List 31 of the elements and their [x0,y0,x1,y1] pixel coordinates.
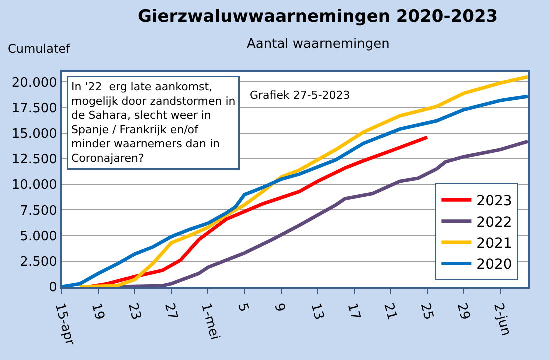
y-tick-label: 7.500 [20,204,58,219]
x-tick-label: 2-jun [490,302,514,338]
x-tick-label: 5 [234,302,252,314]
y-axis-title: Cumulatef [8,42,72,56]
legend-label: 2022 [476,214,512,231]
y-tick-label: 15.000 [12,126,58,142]
x-tick-label: 1-mei [198,302,222,342]
y-tick-label: 0 [49,280,58,296]
annotation: Grafiek 27-5-2023 [250,89,350,102]
chart-subtitle: Aantal waarnemingen [247,37,390,52]
legend-label: 2023 [476,194,512,210]
legend-label: 2020 [476,257,512,274]
x-tick-label: 25 [417,302,436,322]
x-tick-label: 13 [308,302,326,322]
x-tick-label: 27 [162,302,180,322]
y-tick-label: 2.500 [20,254,58,270]
y-tick-label: 20.000 [12,76,58,91]
x-tick-label: 9 [271,302,288,314]
x-tick-label: 29 [454,302,473,322]
x-tick-label: 17 [344,302,364,322]
x-tick-label: 15-apr [52,302,78,348]
annotation: In '22 erg late aankomst, mogelijk door zandstormen in de Sahara, slecht weer in Spanje / Frankrijk en/of minder waarnemers dan in Coronajaren? [72,80,236,165]
y-tick-label: 10.000 [12,178,58,194]
x-tick-label: 23 [124,302,144,322]
chart-title: Gierzwaluwwaarnemingen 2020-2023 [138,7,498,27]
legend-label: 2021 [476,236,512,252]
x-tick-label: 21 [380,302,400,322]
y-tick-label: 5.000 [20,229,58,244]
y-tick-label: 12.500 [12,152,58,168]
x-tick-label: 19 [88,302,108,322]
y-tick-label: 17.500 [12,101,58,116]
